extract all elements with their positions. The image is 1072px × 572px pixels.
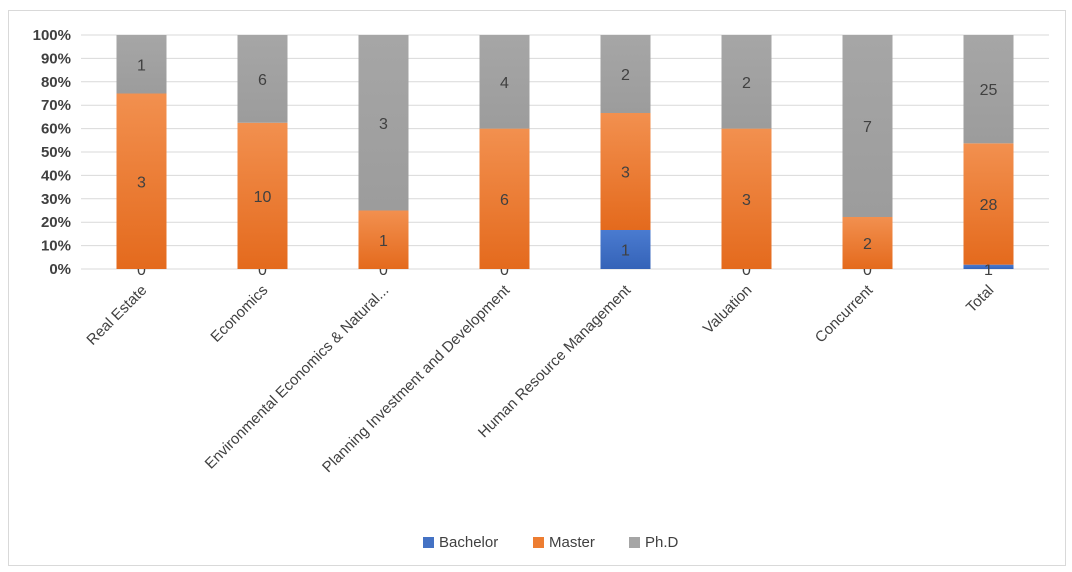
bar-segment [358, 210, 409, 269]
data-label: 6 [500, 192, 509, 209]
bar-group: 0 2 7 [842, 35, 893, 279]
data-label: 3 [379, 116, 388, 133]
gridlines [81, 34, 1049, 270]
bar-segment [600, 35, 651, 113]
x-tick-label: Planning Investment and Development [319, 281, 514, 476]
bar-group: 0 10 6 [237, 35, 288, 279]
data-label: 4 [500, 75, 509, 92]
bar-segment [237, 122, 288, 269]
data-label: 0 [742, 262, 751, 279]
x-tick-label: Concurrent [812, 281, 877, 346]
bar-group: 0 3 2 [721, 35, 772, 279]
y-tick-label: 40% [41, 167, 71, 184]
data-label: 1 [984, 262, 993, 279]
bar-segment [479, 35, 530, 129]
legend-item: Master [533, 534, 595, 551]
y-tick-label: 60% [41, 121, 71, 138]
y-tick-label: 90% [41, 50, 71, 67]
legend-item: Ph.D [629, 534, 679, 551]
data-label: 2 [621, 67, 630, 84]
bar-group: 0 1 3 [358, 35, 409, 279]
y-tick-label: 70% [41, 97, 71, 114]
chart-frame: 0% 10% 20% 30% 40% 50% 60% 70% 80% 90% 100% 0 3 1 0 10… [8, 10, 1066, 566]
data-label: 3 [621, 165, 630, 182]
bar-segment [479, 128, 530, 269]
bar-segment [963, 143, 1014, 265]
data-label: 1 [621, 243, 630, 260]
bar-segment [116, 35, 167, 94]
data-label: 0 [137, 262, 146, 279]
bar-group: 0 6 4 [479, 35, 530, 279]
data-label: 25 [980, 82, 998, 99]
data-label: 0 [863, 262, 872, 279]
legend-label: Master [549, 534, 595, 551]
y-axis-tick-labels: 0% 10% 20% 30% 40% 50% 60% 70% 80% 90% 100% [33, 27, 71, 278]
data-label: 10 [254, 189, 272, 206]
bar-group: 1 28 25 [963, 35, 1014, 279]
legend-swatch [533, 537, 544, 548]
bar-segment [116, 93, 167, 269]
bar-segment [358, 35, 409, 211]
y-tick-label: 50% [41, 144, 71, 161]
data-label: 2 [742, 75, 751, 92]
x-tick-label: Valuation [700, 282, 755, 337]
data-label: 0 [500, 262, 509, 279]
data-label: 7 [863, 119, 872, 136]
bar-segment [842, 35, 893, 217]
legend-swatch [629, 537, 640, 548]
bar-segment [721, 128, 772, 269]
y-tick-label: 80% [41, 74, 71, 91]
legend: Bachelor Master Ph.D [423, 534, 679, 551]
bar-segment [600, 113, 651, 230]
bar-segment [721, 35, 772, 129]
bar-group: 0 3 1 [116, 35, 167, 279]
data-label: 0 [379, 262, 388, 279]
data-label: 28 [980, 197, 998, 214]
y-tick-label: 30% [41, 191, 71, 208]
bar-segment [963, 264, 1014, 269]
bar-group: 1 3 2 [600, 35, 651, 269]
data-label: 6 [258, 72, 267, 89]
data-label: 3 [137, 174, 146, 191]
legend-label: Bachelor [439, 534, 498, 551]
data-label: 1 [137, 57, 146, 74]
x-tick-label: Real Estate [83, 282, 150, 349]
y-tick-label: 10% [41, 238, 71, 255]
x-tick-label: Economics [207, 282, 271, 346]
data-label: 0 [258, 262, 267, 279]
data-label: 1 [379, 233, 388, 250]
bar-segment [963, 35, 1014, 144]
data-label: 3 [742, 192, 751, 209]
legend-label: Ph.D [645, 534, 679, 551]
stacked-bar-chart: 0%10%20%30%40%50%60%70%80%90%100% 031010… [33, 27, 1049, 551]
y-tick-label: 0% [49, 261, 71, 278]
bar-segment [237, 35, 288, 123]
bar-segment [842, 217, 893, 269]
legend-item: Bachelor [423, 534, 498, 551]
legend-swatch [423, 537, 434, 548]
bar-segment [600, 230, 651, 269]
x-tick-label: Total [963, 282, 997, 316]
y-tick-label: 20% [41, 214, 71, 231]
y-tick-label: 100% [33, 27, 71, 44]
data-label: 2 [863, 236, 872, 253]
